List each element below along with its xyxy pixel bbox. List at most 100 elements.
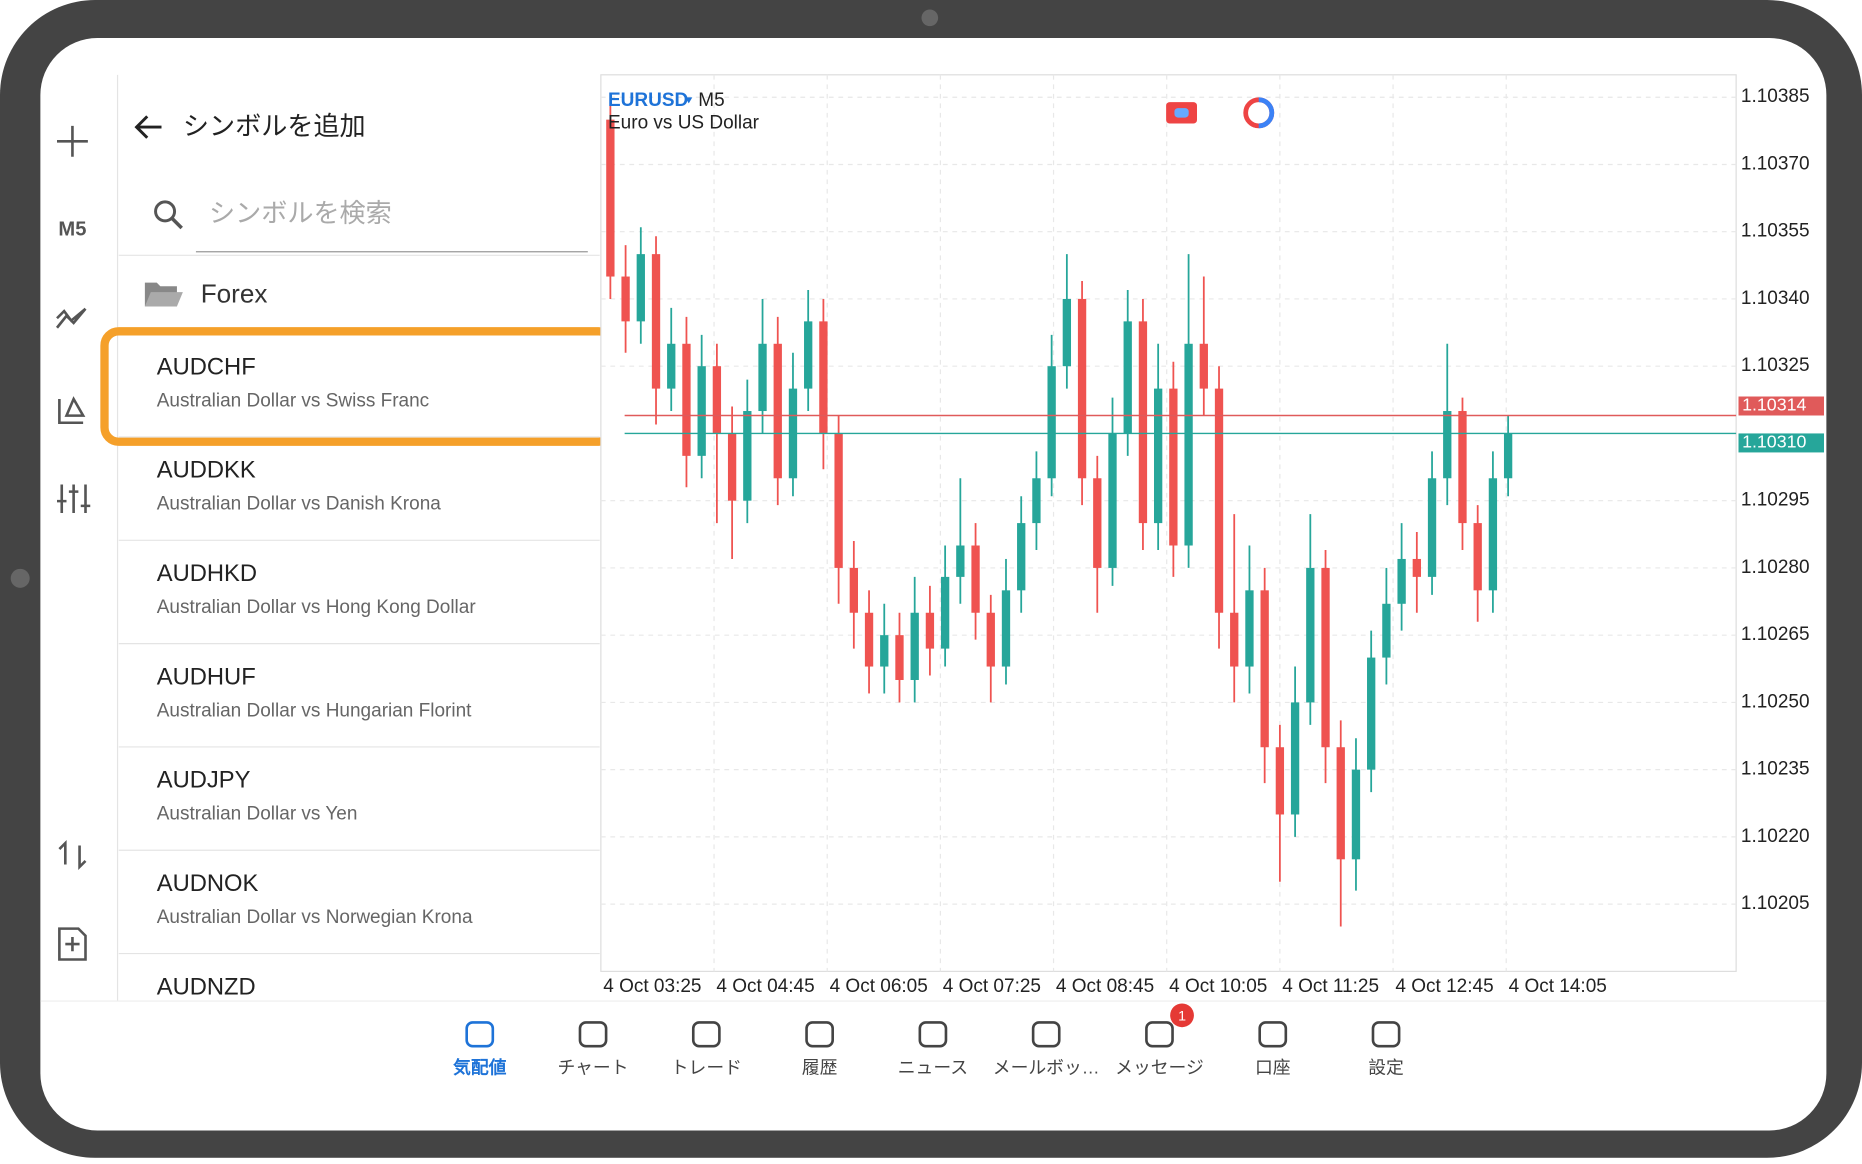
y-tick-label: 1.10205	[1741, 893, 1810, 914]
candle-body	[1123, 321, 1132, 434]
nav-icon[interactable]	[578, 1021, 608, 1048]
y-tick-label: 1.10340	[1741, 288, 1810, 309]
candle-body	[1062, 298, 1072, 367]
add-file-icon[interactable]	[58, 927, 87, 961]
badge-count: 1	[1178, 1008, 1186, 1024]
nav-label[interactable]: 口座	[1255, 1057, 1291, 1077]
price-label-bg	[1738, 433, 1824, 453]
candle-body	[1351, 769, 1361, 860]
x-tick-label: 4 Oct 07:25	[943, 976, 1041, 997]
nav-icon[interactable]	[918, 1021, 948, 1048]
candle-body	[1169, 388, 1178, 546]
candle-body	[819, 321, 828, 434]
chart-symbol[interactable]: EURUSD	[608, 90, 688, 111]
nav-icon[interactable]	[1145, 1021, 1174, 1048]
candle-body	[1230, 612, 1239, 667]
candle-body	[1108, 433, 1117, 568]
y-tick-label: 1.10325	[1741, 355, 1810, 376]
x-tick-label: 4 Oct 08:45	[1056, 976, 1154, 997]
candle-body	[1397, 558, 1406, 604]
nav-label[interactable]: メールボッ…	[993, 1057, 1100, 1077]
x-tick-label: 4 Oct 06:05	[830, 976, 928, 997]
candle-body	[606, 119, 615, 277]
candle-body	[727, 433, 737, 501]
candle-body	[1199, 343, 1208, 389]
y-tick-label: 1.10220	[1741, 826, 1810, 847]
candle-body	[1427, 478, 1437, 577]
y-tick-label: 1.10250	[1741, 691, 1810, 712]
candle-body	[1382, 603, 1391, 658]
candle-body	[1488, 478, 1498, 591]
crosshair-icon[interactable]	[57, 125, 88, 157]
nav-icon[interactable]	[1258, 1021, 1288, 1048]
nav-label[interactable]: ニュース	[898, 1057, 968, 1077]
nav-label[interactable]: 設定	[1368, 1057, 1404, 1077]
trade-icon[interactable]	[58, 839, 87, 871]
candle-body	[1047, 366, 1056, 479]
candle-body	[804, 321, 813, 389]
candle-body	[956, 545, 965, 577]
timeframe[interactable]: M5	[58, 219, 86, 241]
folder-name[interactable]: Forex	[201, 279, 268, 309]
nav-icon[interactable]	[691, 1021, 721, 1048]
y-tick-label: 1.10295	[1741, 490, 1810, 511]
nav-icon[interactable]	[1031, 1021, 1061, 1048]
candle-body	[651, 254, 661, 389]
candle-body	[1367, 657, 1376, 770]
nav-label[interactable]: チャート	[558, 1057, 629, 1077]
badge	[1170, 1003, 1194, 1028]
nav-icon[interactable]	[465, 1021, 495, 1048]
symbol-name[interactable]: AUDDKK	[157, 457, 256, 484]
y-tick-label: 1.10355	[1741, 221, 1810, 242]
nav-label[interactable]: トレード	[671, 1057, 742, 1077]
symbol-name[interactable]: AUDJPY	[157, 767, 251, 794]
candle-body	[880, 635, 889, 667]
symbol-name[interactable]: AUDCHF	[157, 353, 256, 380]
x-tick-label: 4 Oct 11:25	[1282, 976, 1379, 997]
symbol-name[interactable]: AUDHUF	[157, 663, 256, 690]
candle-body	[971, 545, 980, 613]
side-button	[10, 568, 30, 588]
symbol-description: Australian Dollar vs Norwegian Krona	[157, 907, 473, 928]
candle-body	[986, 612, 995, 667]
candle-body	[910, 612, 919, 680]
candle-body	[834, 433, 843, 568]
symbol-name[interactable]: AUDNZD	[157, 973, 256, 1000]
one-click-icon[interactable]	[1174, 108, 1189, 118]
candle-body	[925, 612, 935, 649]
nav-icon[interactable]	[1371, 1021, 1401, 1048]
back-arrow[interactable]	[134, 115, 162, 139]
price-label: 1.10310	[1742, 432, 1806, 452]
candle-body	[849, 567, 858, 613]
x-tick-label: 4 Oct 12:45	[1395, 976, 1493, 997]
candle-body	[712, 366, 722, 434]
camera	[921, 9, 939, 27]
candle-body	[940, 576, 950, 649]
candle-body	[1153, 388, 1163, 524]
nav-icon[interactable]	[805, 1021, 834, 1048]
candle-body	[636, 254, 645, 322]
price-label-bg	[1738, 396, 1824, 416]
symbol-name[interactable]: AUDNOK	[157, 870, 259, 897]
nav-label[interactable]: メッセージ	[1115, 1057, 1204, 1077]
candle-body	[1275, 747, 1285, 815]
symbol-description: Australian Dollar vs Swiss Franc	[157, 390, 429, 411]
candle-body	[1017, 523, 1026, 591]
signal-icon[interactable]	[1258, 97, 1275, 129]
nav-label[interactable]: 履歴	[802, 1057, 838, 1077]
nav-label[interactable]: 気配値	[453, 1056, 507, 1077]
candle-body	[697, 366, 706, 456]
candle-body	[667, 343, 676, 389]
candle-body	[1458, 411, 1467, 524]
candle-body	[1260, 590, 1269, 748]
indicator-icon[interactable]	[55, 307, 87, 329]
folder-icon	[144, 292, 183, 307]
symbol-description: Australian Dollar vs Hungarian Florint	[157, 700, 472, 721]
objects-icon[interactable]	[58, 396, 86, 425]
candle-body	[1503, 433, 1513, 479]
settings-icon[interactable]	[57, 484, 91, 514]
panel-title: シンボルを追加	[183, 111, 366, 141]
symbol-name[interactable]: AUDHKD	[157, 560, 257, 587]
candle-body	[1306, 567, 1315, 703]
search-input[interactable]: シンボルを検索	[209, 198, 392, 228]
